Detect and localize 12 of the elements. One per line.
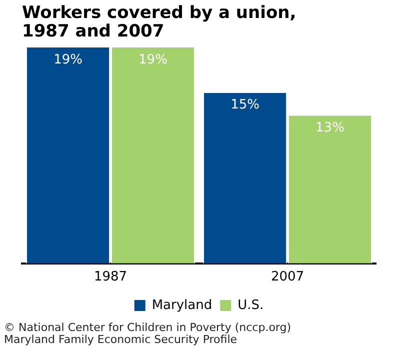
- x-tick-label: 2007: [270, 270, 304, 285]
- data-label: 19%: [138, 52, 168, 68]
- x-tick-label: 1987: [94, 270, 128, 285]
- legend-label: Maryland: [152, 298, 212, 313]
- legend-label: U.S.: [238, 298, 264, 313]
- data-label: 15%: [230, 98, 260, 113]
- text: Maryland Family Economic Security Profile: [4, 333, 238, 346]
- data-label: 19%: [54, 52, 82, 68]
- text: 1987 and 2007: [22, 21, 164, 42]
- text: Workers covered by a union,: [22, 2, 296, 23]
- text: © National Center for Children in Poverty (nccp.org): [4, 321, 292, 334]
- data-label: 13%: [316, 120, 344, 136]
